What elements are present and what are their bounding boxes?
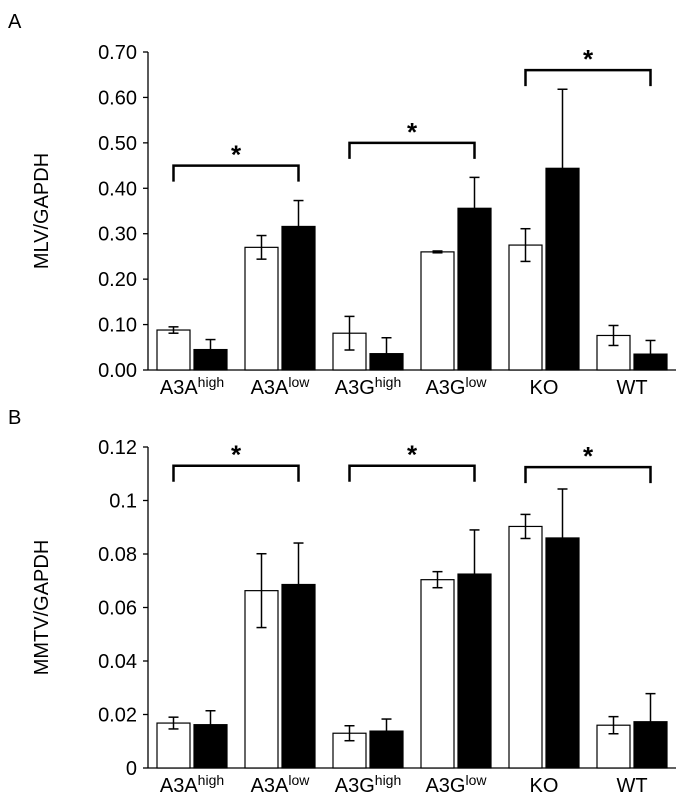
panel-b-y-tick-label: 0.02 <box>98 705 137 727</box>
panel-a-significance-star: * <box>407 117 418 147</box>
panel-a: A 0.00 0.10 0.20 0.30 0.40 0.50 0.60 0.70 MLV/GAP… <box>8 11 676 399</box>
panel-a-error-bar <box>344 315 355 351</box>
panel-b-significance-bracket <box>348 464 476 482</box>
panel-a-x-tick-label: A3Ahigh <box>160 374 224 399</box>
panel-b-significance-bracket <box>524 465 652 484</box>
panel-a-significance-bracket <box>172 164 300 182</box>
panel-a-bar-s1-0 <box>156 329 191 371</box>
panel-a-x-tick-label: A3Glow <box>425 374 487 399</box>
panel-a-y-tick-label: 0.60 <box>98 87 137 109</box>
panel-b-x-tick-label: A3Ghigh <box>335 772 402 797</box>
panel-b-bar-s1-4 <box>508 525 543 769</box>
panel-b-x-tick-label: A3Ahigh <box>160 772 224 797</box>
panel-a-x-tick-label: A3Ghigh <box>335 374 402 399</box>
panel-a-x-tick-label: KO <box>530 377 559 399</box>
panel-a-y-tick-label: 0.10 <box>98 315 137 337</box>
panel-b-significance-bracket <box>172 464 300 482</box>
panel-a-y-tick-label: 0.70 <box>98 42 137 64</box>
panel-a-letter: A <box>8 11 22 33</box>
panel-a-bar-s1-2 <box>332 332 367 371</box>
panel-a-error-bar <box>205 338 216 361</box>
panel-b-error-bar <box>469 529 480 619</box>
panel-b-significance-star: * <box>231 440 242 470</box>
panel-b-y-tick-label: 0.04 <box>98 651 137 673</box>
panel-b-y-axis-label: MMTV/GAPDH <box>31 540 53 676</box>
panel-a-significance-star: * <box>231 140 242 170</box>
panel-b-error-bar <box>205 710 216 740</box>
panel-a-significance-bracket <box>524 68 652 87</box>
panel-b-error-bar <box>168 716 179 730</box>
panel-b-error-bar <box>432 570 443 589</box>
panel-a-error-bar <box>432 250 443 254</box>
panel-a-error-bar <box>557 88 568 249</box>
panel-a-error-bar <box>381 336 392 371</box>
panel-a-x-tick-label: A3Alow <box>251 374 311 399</box>
panel-b-x-tick-label: KO <box>530 775 559 797</box>
panel-a-y-tick-label: 0.30 <box>98 224 137 246</box>
panel-b-y-tick-label: 0.08 <box>98 544 137 566</box>
panel-b-bar-s2-3 <box>457 573 492 769</box>
panel-b-y-tick-label: 0.12 <box>98 437 137 459</box>
panel-b-error-bar <box>381 718 392 744</box>
panel-b-error-bar <box>645 692 656 751</box>
panel-b-error-bar <box>344 724 355 742</box>
panel-a-error-bar <box>608 324 619 347</box>
panel-b-y-tick-label: 0.1 <box>109 491 137 513</box>
panel-b-x-tick-label: WT <box>616 775 647 797</box>
panel-a-y-tick-label: 0.50 <box>98 133 137 155</box>
panel-b-bar-s2-2 <box>369 730 404 769</box>
panel-a-error-bar <box>293 199 304 254</box>
panel-b-error-bar <box>293 542 304 627</box>
panel-a-y-axis-label: MLV/GAPDH <box>31 153 53 269</box>
panel-b-bar-s1-0 <box>156 722 191 769</box>
panel-b-bar-s1-3 <box>420 579 455 769</box>
panel-a-error-bar <box>469 176 480 240</box>
panel-a-bar-s1-4 <box>508 244 543 371</box>
panel-a-significance-bracket <box>348 141 476 159</box>
panel-a-bar-s1-1 <box>244 246 279 371</box>
panel-b-error-bar <box>557 488 568 588</box>
panel-a-significance-star: * <box>583 44 594 74</box>
panel-b-x-tick-label: A3Glow <box>425 772 487 797</box>
panel-b: B 0 0.02 0.04 0.06 0.08 0.1 0.12 MMTV/GAPDH A3Ahi… <box>8 407 676 797</box>
panel-b-significance-star: * <box>407 440 418 470</box>
panel-a-y-tick-label: 0.40 <box>98 178 137 200</box>
panel-a-y-tick-label: 0.20 <box>98 269 137 291</box>
panel-a-x-tick-label: WT <box>616 377 647 399</box>
panel-a-error-bar <box>256 234 267 260</box>
panel-a-error-bar <box>168 326 179 334</box>
panel-b-y-tick-label: 0.06 <box>98 598 137 620</box>
panel-b-error-bar <box>256 552 267 629</box>
panel-b-y-tick-label: 0 <box>126 758 137 780</box>
panel-b-significance-star: * <box>583 441 594 471</box>
panel-a-y-tick-label: 0.00 <box>98 360 137 382</box>
panel-a-error-bar <box>645 339 656 369</box>
panel-b-error-bar <box>608 715 619 735</box>
panel-b-letter: B <box>8 407 21 429</box>
panel-b-error-bar <box>520 513 531 540</box>
panel-b-x-tick-label: A3Alow <box>251 772 311 797</box>
panel-a-error-bar <box>520 227 531 263</box>
panel-a-bar-s1-3 <box>420 251 455 371</box>
